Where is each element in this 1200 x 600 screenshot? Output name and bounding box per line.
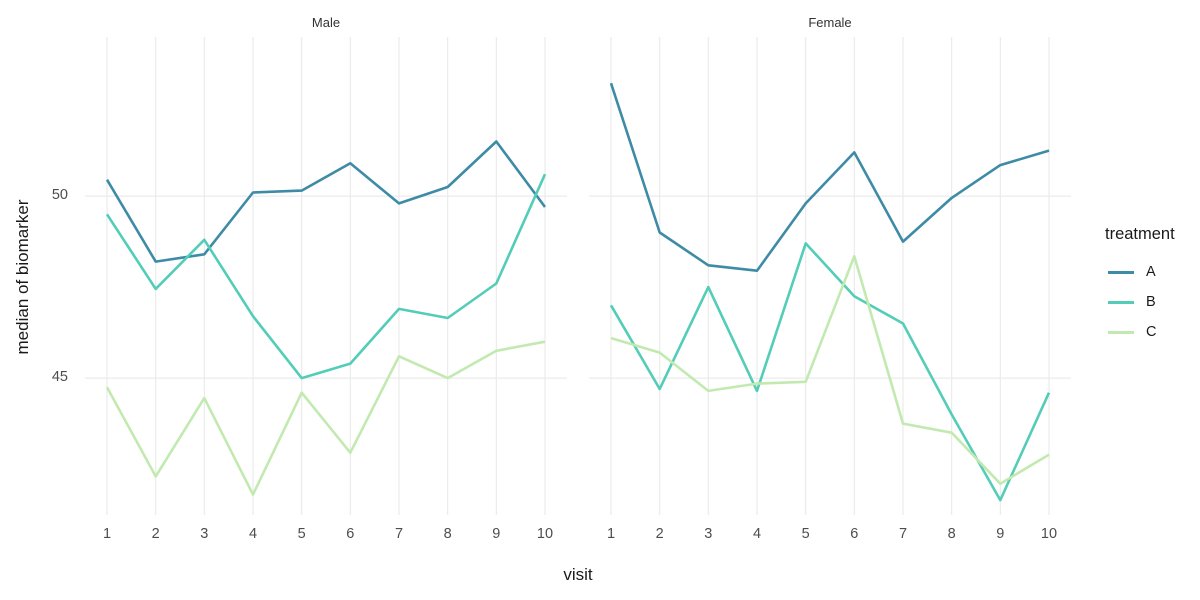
legend-label: B bbox=[1146, 294, 1156, 310]
series-line-c bbox=[105, 340, 546, 496]
x-tick-label: 7 bbox=[394, 526, 404, 542]
series-line-b bbox=[105, 173, 547, 380]
panel-male bbox=[85, 37, 567, 515]
facet-plot-area bbox=[589, 37, 1071, 515]
x-axis-title: visit bbox=[563, 565, 593, 584]
x-axis-tick-labels-female: 1 2 3 4 5 6 7 8 9 10 bbox=[589, 526, 1071, 546]
x-tick-label: 2 bbox=[151, 526, 160, 542]
x-tick-label: 5 bbox=[801, 526, 810, 542]
x-tick-label: 6 bbox=[850, 526, 859, 542]
x-tick-label: 4 bbox=[248, 526, 258, 542]
x-tick-label: 9 bbox=[492, 526, 501, 542]
x-tick-label: 4 bbox=[752, 526, 762, 542]
x-tick-label: 1 bbox=[102, 526, 112, 542]
facet-title-female: Female bbox=[808, 15, 852, 30]
y-axis-title: median of biomarker bbox=[13, 199, 32, 355]
x-tick-label: 3 bbox=[200, 526, 209, 542]
series-line-b bbox=[609, 242, 1051, 502]
x-tick-label: 10 bbox=[1040, 526, 1058, 542]
x-tick-label: 2 bbox=[655, 526, 664, 542]
legend-item-c: C bbox=[1105, 318, 1200, 348]
x-axis-tick-labels-male: 1 2 3 4 5 6 7 8 9 10 bbox=[85, 526, 567, 546]
legend-label: C bbox=[1146, 324, 1157, 340]
x-tick-label: 5 bbox=[297, 526, 306, 542]
legend-line-swatch-c bbox=[1108, 331, 1134, 334]
y-tick-label: 50 bbox=[51, 187, 68, 204]
x-tick-label: 10 bbox=[536, 526, 554, 542]
y-axis-tick-labels: 45 50 bbox=[28, 0, 68, 600]
x-tick-label: 1 bbox=[606, 526, 616, 542]
facet-title-male: Male bbox=[311, 15, 341, 30]
legend-line-swatch-a bbox=[1108, 271, 1134, 274]
x-tick-label: 7 bbox=[898, 526, 908, 542]
facet-plot-area bbox=[85, 37, 567, 515]
series-line-a bbox=[609, 82, 1050, 272]
panel-female bbox=[589, 37, 1071, 515]
x-tick-label: 8 bbox=[947, 526, 956, 542]
x-tick-label: 3 bbox=[704, 526, 713, 542]
x-tick-label: 8 bbox=[443, 526, 452, 542]
series-line-a bbox=[105, 140, 547, 263]
legend: treatment A B C bbox=[1105, 225, 1200, 348]
series-line-c bbox=[610, 254, 1050, 486]
legend-title: treatment bbox=[1105, 225, 1175, 243]
x-tick-label: 9 bbox=[996, 526, 1005, 542]
x-tick-label: 6 bbox=[346, 526, 355, 542]
y-tick-label: 45 bbox=[51, 369, 68, 386]
legend-line-swatch-b bbox=[1108, 301, 1134, 304]
legend-item-b: B bbox=[1105, 288, 1200, 318]
legend-label: A bbox=[1146, 264, 1156, 280]
legend-item-a: A bbox=[1105, 258, 1200, 288]
